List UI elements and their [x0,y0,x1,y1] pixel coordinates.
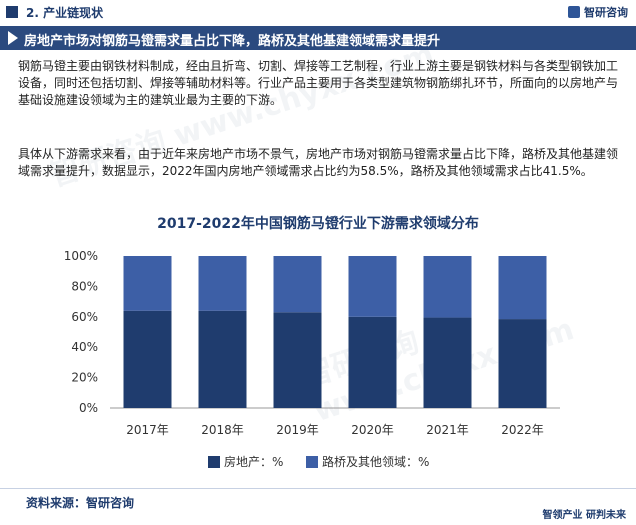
y-tick-label: 100% [64,249,98,263]
bar-segment-1 [123,256,172,311]
bar-segment-0 [498,319,547,408]
chart-title: 2017-2022年中国钢筋马镫行业下游需求领域分布 [157,216,479,232]
bar-segment-1 [348,256,397,317]
legend-swatch [306,456,318,468]
brand-logo: 智研咨询 [568,4,628,20]
brand-logo-icon [568,6,580,18]
brand-name: 智研咨询 [584,6,628,19]
y-tick-label: 60% [71,310,98,324]
x-tick-label: 2019年 [276,423,319,437]
x-tick-label: 2022年 [501,423,544,437]
slogan: 智领产业 研判未来 [542,510,626,521]
bar-segment-0 [273,312,322,408]
headline-banner: 房地产市场对钢筋马镫需求量占比下降，路桥及其他基建领域需求量提升 [0,26,636,50]
paragraph-2: 具体从下游需求来看，由于近年来房地产市场不景气，房地产市场对钢筋马镫需求量占比下… [18,147,619,178]
y-tick-label: 0% [79,401,98,415]
bar-segment-0 [123,310,172,408]
stacked-bar-chart: 0% 20% 40% 60% 80% 100% 2017年 2018年 2019年 2020年 20… [64,249,560,469]
paragraph-1: 钢筋马镫主要由钢铁材料制成，经由且折弯、切割、焊接等工艺制程，行业上游主要是钢铁… [18,59,619,107]
headline-title: 房地产市场对钢筋马镫需求量占比下降，路桥及其他基建领域需求量提升 [24,34,441,49]
source-note: 资料来源：智研咨询 [26,496,135,510]
x-tick-label: 2021年 [426,423,469,437]
section-label: 2. 产业链现状 [26,6,104,20]
bar-segment-0 [423,317,472,408]
bar-segment-1 [273,256,322,313]
bar-segment-1 [423,256,472,318]
y-tick-label: 20% [71,371,98,385]
legend-label: 路桥及其他领域：% [322,454,429,469]
bar-segment-0 [348,316,397,408]
x-tick-label: 2020年 [351,423,394,437]
y-tick-label: 40% [71,340,98,354]
footer-divider [0,488,636,489]
legend-swatch [208,456,220,468]
bar-segment-0 [198,310,247,408]
legend-label: 房地产：% [224,454,283,469]
section-square-icon [6,6,18,18]
top-bar: 2. 产业链现状 智研咨询 [0,0,636,24]
x-tick-label: 2018年 [201,423,244,437]
arrow-right-icon [8,31,18,45]
x-tick-label: 2017年 [126,423,169,437]
y-tick-label: 80% [71,279,98,293]
bar-segment-1 [498,256,547,320]
bar-segment-1 [198,256,247,311]
